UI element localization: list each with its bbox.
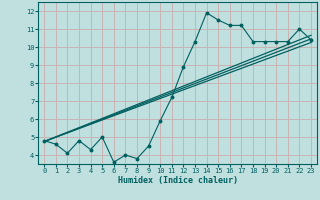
X-axis label: Humidex (Indice chaleur): Humidex (Indice chaleur)	[118, 176, 238, 185]
